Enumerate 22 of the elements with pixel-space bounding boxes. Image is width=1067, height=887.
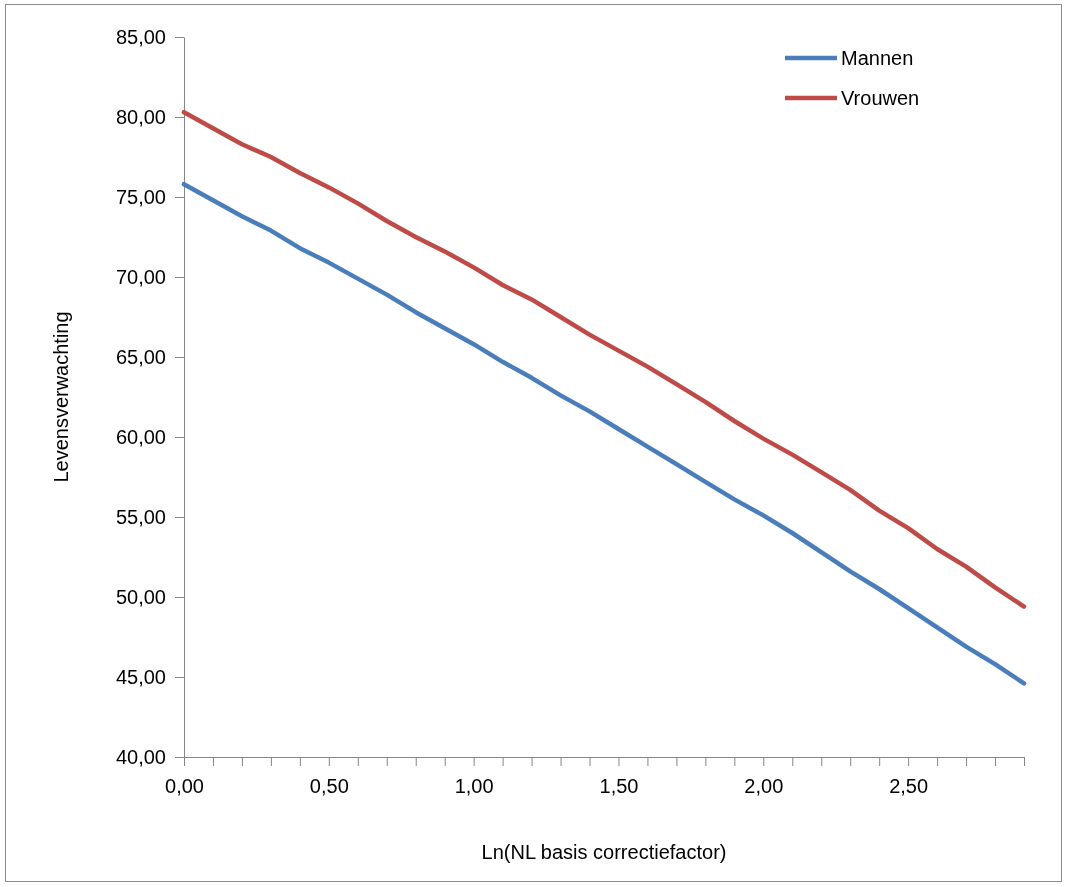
- x-tick-label: 2,50: [889, 775, 929, 797]
- y-tick-label: 80,00: [115, 105, 166, 128]
- legend-label: Mannen: [841, 47, 914, 69]
- y-tick-label: 65,00: [115, 345, 166, 368]
- y-tick-label: 50,00: [115, 585, 166, 608]
- legend-label: Vrouwen: [841, 87, 920, 109]
- x-tick-label: 1,50: [599, 775, 639, 797]
- line-series: [181, 109, 1027, 609]
- y-tick-label: 70,00: [115, 265, 166, 288]
- line-series: [181, 181, 1027, 686]
- x-tick-label: 2,00: [744, 775, 784, 797]
- x-tick-label: 1,00: [454, 775, 494, 797]
- y-axis-title: Levensverwachting: [50, 311, 72, 483]
- y-tick-label: 55,00: [115, 505, 166, 528]
- x-tick-label: 0,00: [165, 775, 204, 797]
- y-tick-label: 40,00: [115, 745, 166, 768]
- y-tick-label: 60,00: [115, 425, 166, 448]
- y-tick-label: 75,00: [115, 185, 166, 208]
- y-tick-label: 85,00: [115, 25, 166, 48]
- y-tick-label: 45,00: [115, 665, 166, 688]
- x-tick-label: 0,50: [309, 775, 349, 797]
- x-axis-title: Ln(NL basis correctiefactor): [481, 841, 727, 863]
